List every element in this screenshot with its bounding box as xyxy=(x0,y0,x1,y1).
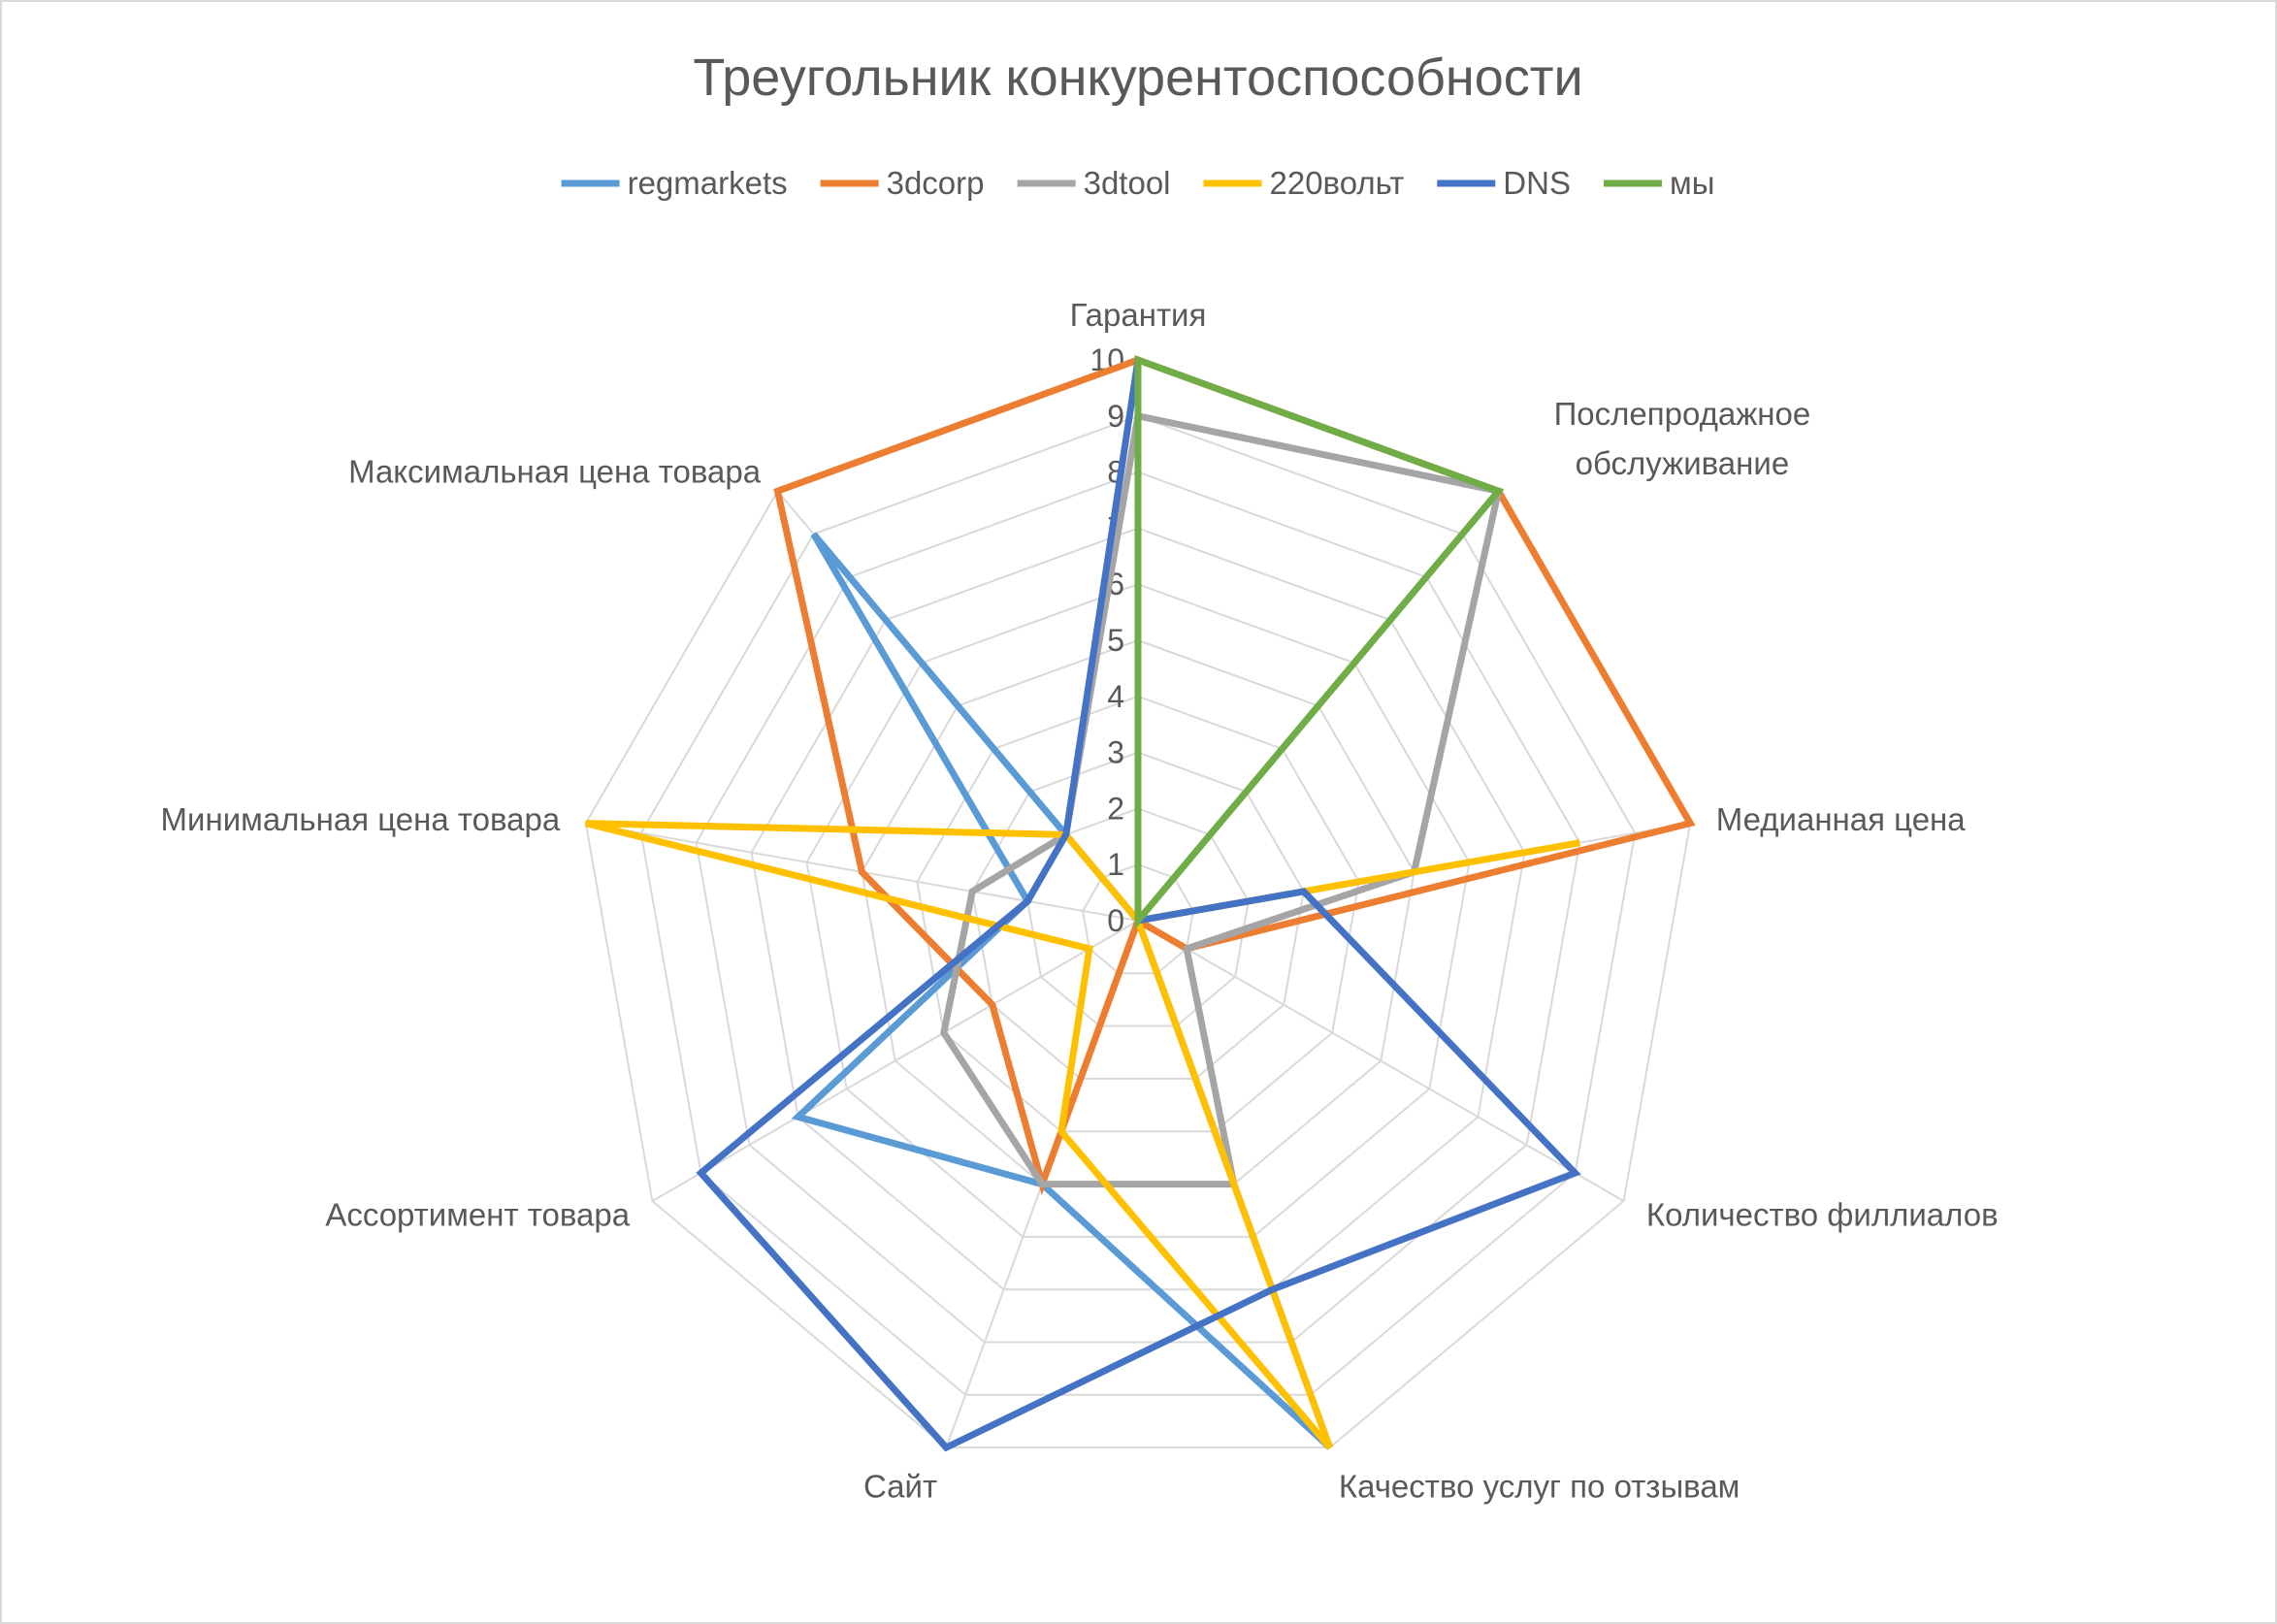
legend-label: 3dtool xyxy=(1084,165,1171,201)
category-label: Медианная цена xyxy=(1716,801,1966,837)
axis-spoke-6 xyxy=(651,920,1139,1202)
series-layer xyxy=(584,355,1696,1452)
legend-label: мы xyxy=(1670,165,1714,201)
tick-label: 9 xyxy=(1107,399,1124,434)
grid-ring-8 xyxy=(695,471,1581,1344)
category-label: Ассортимент товара xyxy=(325,1197,630,1233)
tick-label: 3 xyxy=(1107,735,1124,770)
category-label: Гарантия xyxy=(1070,297,1207,333)
series-line-4 xyxy=(696,359,1581,1452)
category-label: Послепродажное обслуживание xyxy=(1554,396,1811,481)
category-label-line: Максимальная цена товара xyxy=(348,454,762,490)
category-label-line: Минимальная цена товара xyxy=(161,801,561,837)
series-line-0 xyxy=(791,532,1333,1450)
category-label: Количество филлиалов xyxy=(1646,1197,1999,1233)
category-label-line: Сайт xyxy=(863,1469,937,1505)
grid-ring-4 xyxy=(916,695,1360,1133)
grid-ring-1 xyxy=(1082,863,1194,975)
category-label: Максимальная цена товара xyxy=(348,454,762,490)
tick-label: 0 xyxy=(1107,903,1124,938)
legend-label: DNS xyxy=(1503,165,1571,201)
grid-ring-7 xyxy=(750,527,1526,1291)
category-label: Сайт xyxy=(863,1469,937,1505)
category-label: Качество услуг по отзывам xyxy=(1339,1469,1740,1505)
legend: regmarkets 3dcorp 3dtool 220вольт DNS мы xyxy=(561,165,1714,201)
grid-ring-9 xyxy=(639,414,1637,1396)
category-label-line: Ассортимент товара xyxy=(325,1197,630,1233)
category-label-line: Послепродажное xyxy=(1554,396,1811,432)
legend-label: 220вольт xyxy=(1270,165,1405,201)
grid-ring-3 xyxy=(971,751,1305,1080)
tick-label: 1 xyxy=(1107,847,1124,882)
axis-spoke-3 xyxy=(1137,920,1625,1202)
category-label-line: Медианная цена xyxy=(1716,801,1966,837)
tick-label: 5 xyxy=(1107,623,1124,658)
chart-title: Треугольник конкурентоспособности xyxy=(693,49,1582,107)
legend-label: regmarkets xyxy=(628,165,788,201)
category-label-line: Качество услуг по отзывам xyxy=(1339,1469,1740,1505)
category-label-line: Количество филлиалов xyxy=(1646,1197,1999,1233)
series-line-3 xyxy=(584,820,1581,1450)
category-label-line: Гарантия xyxy=(1070,297,1207,333)
category-label-line: обслуживание xyxy=(1576,445,1790,481)
category-label: Минимальная цена товара xyxy=(161,801,561,837)
grid-ring-6 xyxy=(805,583,1471,1238)
tick-label: 4 xyxy=(1107,679,1124,714)
legend-label: 3dcorp xyxy=(887,165,985,201)
series-line-5 xyxy=(1134,355,1505,930)
category-labels: Гарантия Послепродажное обслуживание Медиан… xyxy=(161,297,1999,1505)
series-line-1 xyxy=(773,356,1696,1196)
series-line-2 xyxy=(940,411,1503,1188)
tick-label: 2 xyxy=(1107,791,1124,826)
